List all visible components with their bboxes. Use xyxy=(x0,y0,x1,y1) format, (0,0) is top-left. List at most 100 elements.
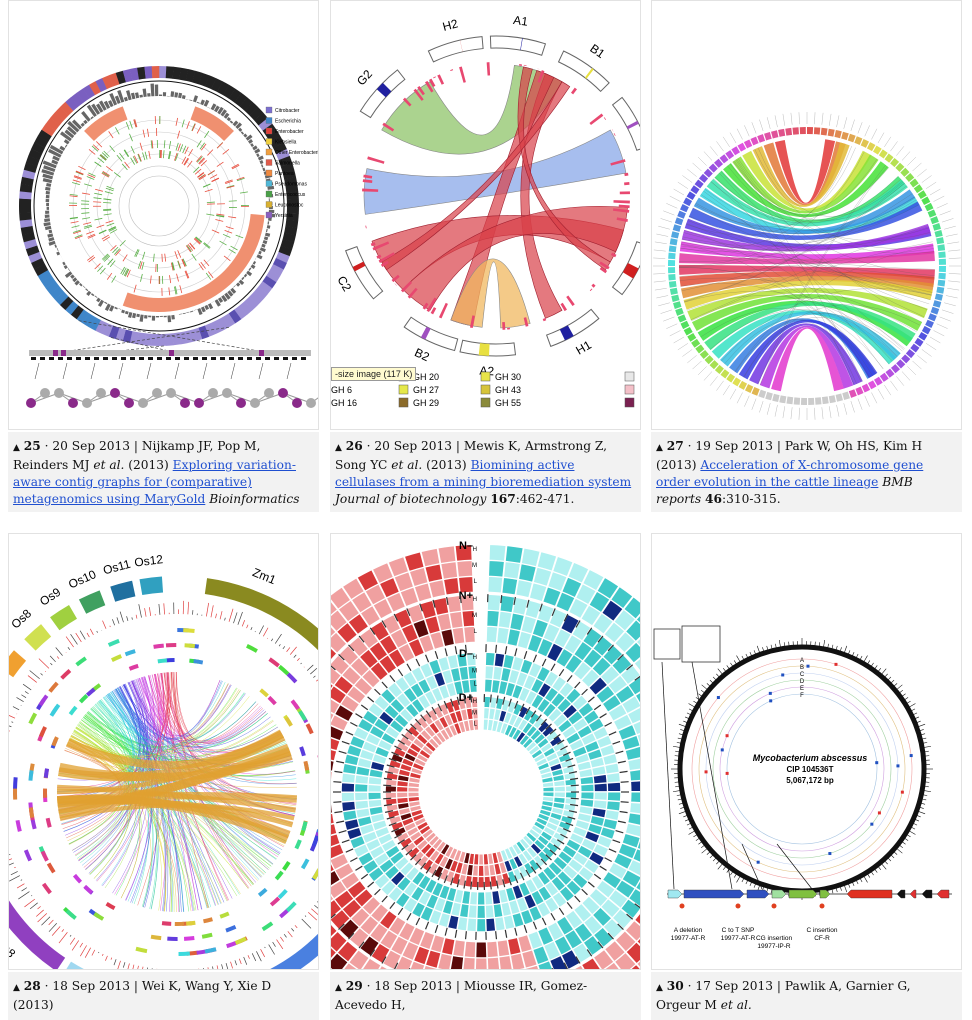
tick xyxy=(891,855,894,858)
authors: Miousse IR, Gomez-Acevedo H, xyxy=(335,979,587,1012)
segment xyxy=(750,137,758,146)
gene-name xyxy=(524,925,526,933)
segment xyxy=(178,93,182,98)
histogram xyxy=(41,917,50,925)
ring xyxy=(34,81,284,331)
tick xyxy=(767,646,768,650)
tick xyxy=(653,258,665,259)
tick xyxy=(679,803,683,804)
tick xyxy=(100,268,105,274)
gene xyxy=(283,357,288,360)
segment xyxy=(50,605,77,630)
chromosome-label: Os9 xyxy=(37,585,63,609)
gene-name xyxy=(390,902,395,908)
segment xyxy=(612,129,614,132)
histogram xyxy=(283,646,285,649)
tick xyxy=(682,349,692,356)
segment xyxy=(56,251,60,255)
segment xyxy=(745,384,753,393)
tick xyxy=(81,201,89,202)
segment xyxy=(125,649,136,656)
histogram xyxy=(24,899,34,907)
tick xyxy=(913,823,917,825)
tick xyxy=(696,838,699,840)
segment xyxy=(477,919,486,932)
tick xyxy=(754,650,755,654)
histogram xyxy=(127,616,128,621)
gene-name xyxy=(346,732,353,735)
tick xyxy=(677,742,681,743)
gene xyxy=(265,357,270,360)
tick xyxy=(921,803,925,804)
histogram xyxy=(50,663,52,665)
legend-label: Yersinia xyxy=(275,213,293,219)
tick xyxy=(661,218,672,222)
ring xyxy=(119,166,199,246)
tick xyxy=(922,349,932,356)
tick xyxy=(871,872,873,875)
segment xyxy=(537,69,540,70)
genome-label: CIP 104536T xyxy=(787,765,834,774)
segment xyxy=(267,221,269,224)
segment xyxy=(50,706,59,717)
tick xyxy=(902,152,910,161)
thumbnail[interactable]: Os6Os7Os8Os9Os10Os11Os12Zm1Zm5Zm6Zm7Zm8 xyxy=(8,533,319,970)
tick xyxy=(89,149,95,154)
segment xyxy=(433,76,436,78)
segment xyxy=(83,885,93,894)
date: 17 Sep 2013 xyxy=(695,979,781,993)
zoom-box xyxy=(682,626,720,662)
volume: 167 xyxy=(490,492,515,506)
segment xyxy=(669,281,677,288)
triangle-icon xyxy=(13,439,20,453)
segment xyxy=(47,233,53,237)
segment xyxy=(935,293,943,300)
tick xyxy=(716,381,723,391)
thumbnail[interactable] xyxy=(651,0,962,430)
histogram xyxy=(251,627,252,630)
legend-swatch xyxy=(266,212,272,218)
tick xyxy=(675,786,679,787)
variant xyxy=(896,764,899,767)
gene-name xyxy=(375,689,381,695)
histogram xyxy=(256,951,261,961)
segment xyxy=(678,314,687,322)
node xyxy=(68,398,78,408)
variant xyxy=(726,772,729,775)
segment xyxy=(504,562,521,580)
tick xyxy=(779,640,780,647)
node xyxy=(124,398,134,408)
segment xyxy=(85,288,88,291)
leader xyxy=(287,363,291,379)
segment xyxy=(590,288,593,291)
tick xyxy=(126,122,129,129)
segment xyxy=(631,792,640,803)
segment xyxy=(368,792,381,800)
tick xyxy=(689,704,695,708)
ring-label: N– xyxy=(459,540,473,552)
gene-name xyxy=(339,831,347,833)
tick xyxy=(759,401,763,412)
segment xyxy=(938,280,946,287)
tick xyxy=(942,310,953,314)
segment xyxy=(800,127,806,134)
gene-name xyxy=(571,785,579,786)
segment xyxy=(500,595,515,612)
tick xyxy=(917,721,921,722)
tick xyxy=(701,690,704,692)
segment xyxy=(235,937,247,945)
tick xyxy=(698,842,701,844)
segment xyxy=(580,776,594,784)
caption: 26 20 Sep 2013 Mewis K, Armstrong Z, Son… xyxy=(330,432,641,512)
histogram xyxy=(14,867,15,868)
segment xyxy=(581,792,594,799)
segment xyxy=(938,273,945,279)
node xyxy=(222,388,232,398)
histogram xyxy=(70,938,75,945)
segment xyxy=(54,244,57,247)
